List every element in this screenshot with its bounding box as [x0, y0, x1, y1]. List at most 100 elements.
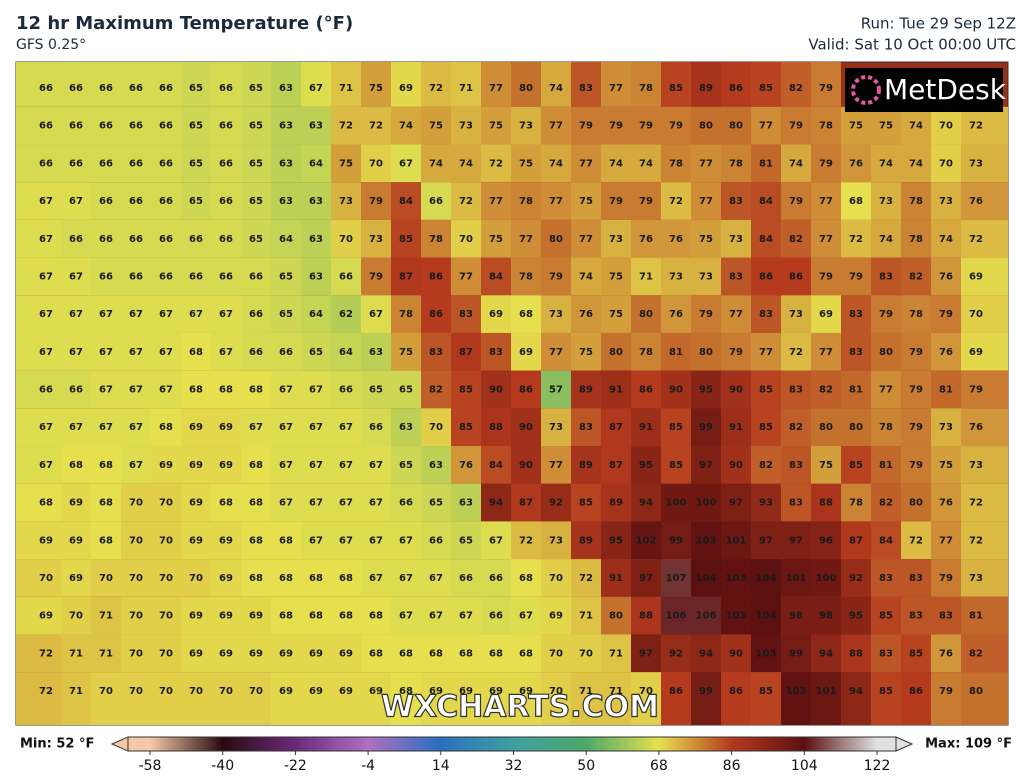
temperature-cell — [721, 672, 751, 725]
temperature-cell — [181, 219, 211, 258]
temperature-cell — [301, 521, 331, 560]
temperature-label: 81 — [759, 158, 773, 169]
temperature-label: 68 — [249, 460, 263, 471]
temperature-cell — [901, 219, 931, 258]
temperature-cell — [931, 483, 961, 522]
temperature-cell — [16, 446, 61, 484]
temperature-label: 73 — [549, 422, 563, 433]
temperature-label: 70 — [549, 573, 563, 584]
temperature-cell — [841, 672, 871, 725]
temperature-cell — [301, 106, 331, 145]
temperature-label: 70 — [129, 535, 143, 546]
temperature-label: 66 — [249, 347, 263, 358]
temperature-label: 80 — [609, 347, 623, 358]
temperature-cell — [931, 144, 961, 183]
temperature-label: 77 — [879, 385, 893, 396]
temperature-cell — [931, 634, 961, 673]
temperature-label: 65 — [249, 83, 263, 94]
temperature-label: 66 — [99, 196, 113, 207]
temperature-label: 69 — [279, 686, 293, 697]
temperature-cell — [121, 219, 151, 258]
temperature-label: 66 — [279, 347, 293, 358]
temperature-cell — [481, 182, 511, 220]
temperature-cell — [871, 559, 901, 597]
temperature-label: 103 — [726, 611, 747, 622]
temperature-label: 82 — [909, 271, 923, 282]
temperature-label: 79 — [729, 347, 743, 358]
temperature-cell — [661, 219, 691, 258]
logo-text: MetDesk — [884, 73, 1007, 106]
temperature-label: 66 — [39, 121, 53, 132]
temperature-label: 68 — [339, 573, 353, 584]
temperature-cell — [451, 559, 481, 597]
temperature-label: 79 — [819, 83, 833, 94]
temperature-cell — [811, 408, 841, 447]
temperature-cell — [331, 62, 361, 107]
temperature-cell — [511, 182, 541, 220]
temperature-label: 76 — [849, 158, 863, 169]
temperature-label: 101 — [726, 535, 747, 546]
temperature-cell — [841, 521, 871, 560]
temperature-cell — [751, 257, 781, 296]
temperature-label: 67 — [159, 385, 173, 396]
temperature-cell — [571, 370, 601, 409]
temperature-label: 72 — [669, 196, 683, 207]
temperature-label: 85 — [669, 83, 683, 94]
temperature-cell — [781, 483, 811, 522]
temperature-label: 67 — [99, 309, 113, 320]
temperature-cell — [541, 182, 571, 220]
temperature-label: 104 — [756, 573, 777, 584]
logo-box — [845, 68, 1003, 112]
temperature-cell — [271, 672, 301, 725]
temperature-cell — [811, 106, 841, 145]
temperature-cell — [601, 521, 631, 560]
temperature-label: 81 — [669, 347, 683, 358]
temperature-cell — [301, 370, 331, 409]
temperature-label: 76 — [669, 234, 683, 245]
temperature-cell — [511, 408, 541, 447]
temperature-cell — [91, 634, 121, 673]
temperature-label: 72 — [969, 234, 983, 245]
temperature-cell — [301, 559, 331, 597]
temperature-cell — [541, 370, 571, 409]
temperature-label: 68 — [219, 498, 233, 509]
temperature-label: 92 — [669, 648, 683, 659]
temperature-cell — [541, 144, 571, 183]
temperature-cell — [571, 219, 601, 258]
temperature-label: 75 — [879, 121, 893, 132]
temperature-cell — [421, 408, 451, 447]
temperature-cell — [91, 521, 121, 560]
temperature-label: 68 — [489, 648, 503, 659]
temperature-label: 77 — [759, 347, 773, 358]
temperature-label: 69 — [549, 611, 563, 622]
temperature-cell — [901, 144, 931, 183]
temperature-label: 86 — [729, 83, 743, 94]
temperature-label: 104 — [756, 611, 777, 622]
temperature-cell — [61, 672, 91, 725]
temperature-cell — [421, 257, 451, 296]
temperature-cell — [271, 62, 301, 107]
temperature-label: 72 — [969, 498, 983, 509]
temperature-cell — [361, 634, 391, 673]
temperature-cell — [511, 257, 541, 296]
temperature-cell — [391, 559, 421, 597]
temperature-cell — [181, 182, 211, 220]
temperature-label: 74 — [939, 234, 953, 245]
temperature-label: 89 — [579, 535, 593, 546]
temperature-label: 69 — [309, 648, 323, 659]
temperature-cell — [361, 483, 391, 522]
temperature-label: 78 — [429, 234, 443, 245]
temperature-cell — [721, 370, 751, 409]
temperature-cell — [481, 559, 511, 597]
temperature-label: 77 — [579, 158, 593, 169]
temperature-label: 92 — [549, 498, 563, 509]
temperature-label: 63 — [279, 83, 293, 94]
temperature-cell — [331, 219, 361, 258]
temperature-label: 73 — [969, 460, 983, 471]
temperature-cell — [61, 370, 91, 409]
title: 12 hr Maximum Temperature (°F) — [16, 13, 353, 34]
temperature-cell — [841, 370, 871, 409]
temperature-label: 71 — [99, 648, 113, 659]
temperature-cell — [871, 408, 901, 447]
temperature-label: 70 — [99, 573, 113, 584]
